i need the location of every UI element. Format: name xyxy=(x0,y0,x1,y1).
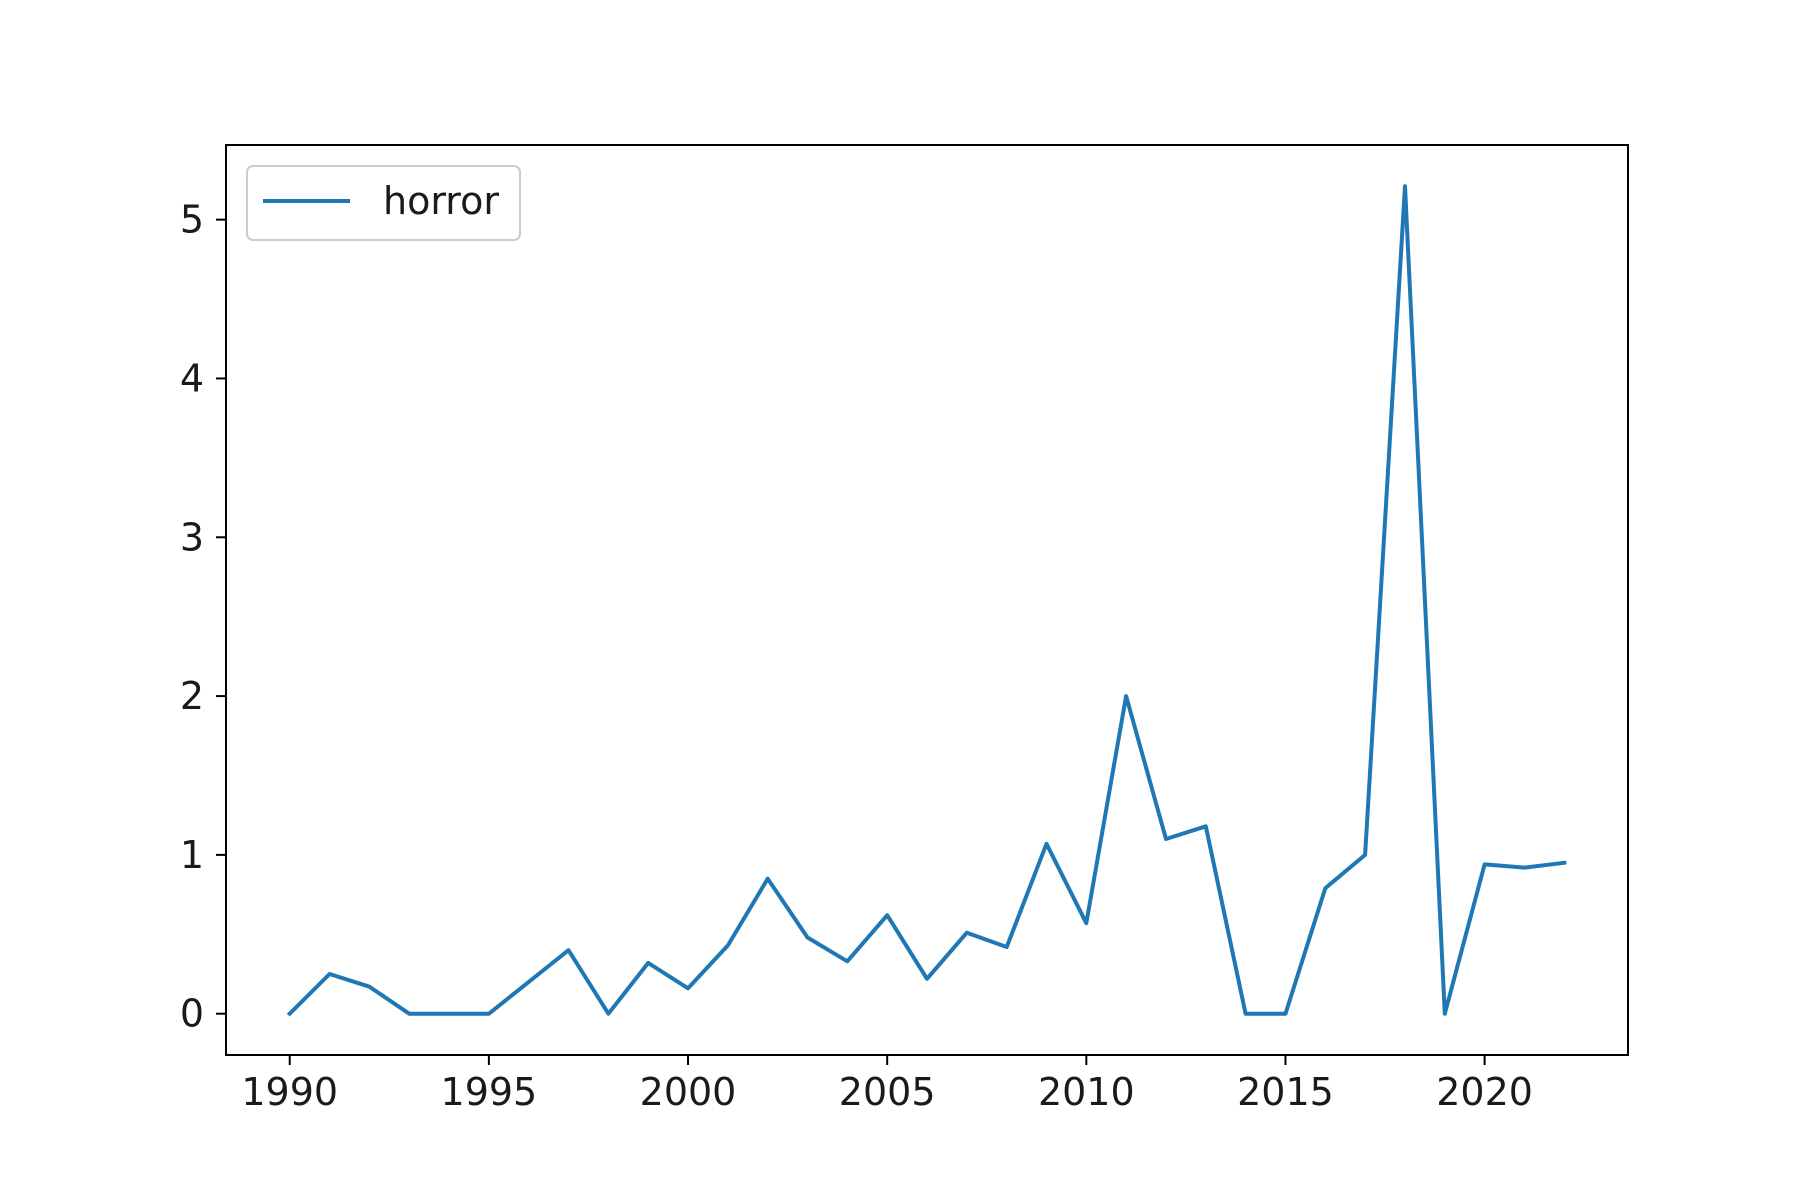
legend-box xyxy=(246,165,521,241)
y-tick-label: 0 xyxy=(180,992,204,1036)
y-tick-label: 1 xyxy=(180,833,204,877)
series-line-horror xyxy=(286,184,1567,1017)
x-tick-label: 2015 xyxy=(1237,1070,1334,1114)
y-tick-label: 2 xyxy=(180,674,204,718)
y-tick-label: 5 xyxy=(180,198,204,242)
x-tick-label: 2005 xyxy=(839,1070,936,1114)
y-tick-label: 4 xyxy=(180,356,204,400)
x-tick-label: 1995 xyxy=(441,1070,538,1114)
x-tick-label: 2020 xyxy=(1436,1070,1533,1114)
x-tick-label: 2010 xyxy=(1038,1070,1135,1114)
x-axis: 1990 1995 2000 2005 2010 2015 2020 xyxy=(241,1055,1533,1114)
plot-frame xyxy=(225,144,1629,1056)
plot-area xyxy=(225,144,1629,1056)
legend-label: horror xyxy=(383,179,499,223)
series-layer xyxy=(286,184,1567,1017)
x-tick-label: 2000 xyxy=(640,1070,737,1114)
y-axis: 0 1 2 3 4 5 xyxy=(180,198,226,1036)
x-tick-label: 1990 xyxy=(241,1070,338,1114)
y-tick-label: 3 xyxy=(180,515,204,559)
legend: horror xyxy=(246,165,521,241)
